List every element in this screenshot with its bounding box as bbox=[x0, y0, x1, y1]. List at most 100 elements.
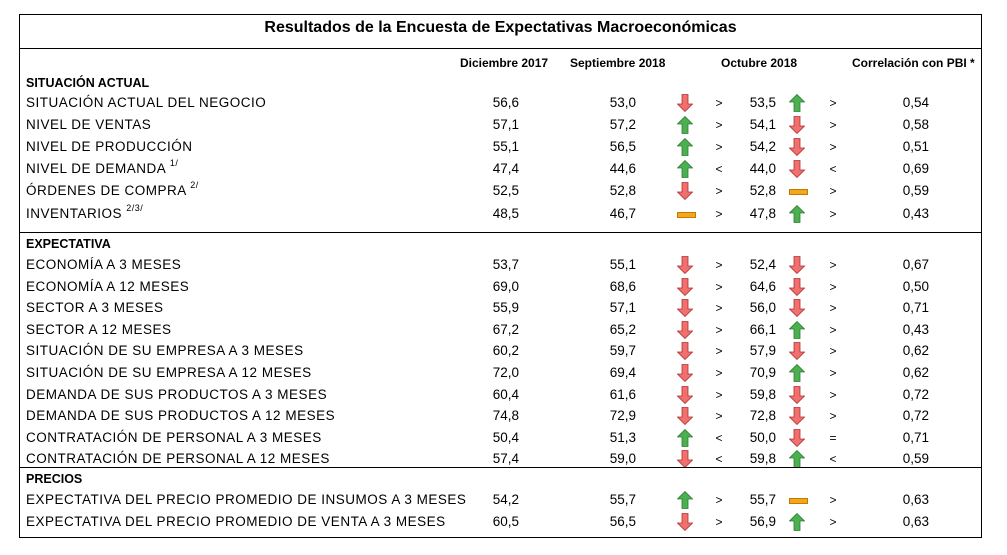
value-sep-2018: 46,7 bbox=[609, 206, 636, 221]
value-dic-2017: 55,9 bbox=[492, 300, 519, 315]
value-sep-2018: 52,8 bbox=[609, 183, 636, 198]
row-label: NIVEL DE PRODUCCIÓN bbox=[26, 138, 193, 156]
row-label-text: INVENTARIOS bbox=[26, 206, 123, 221]
value-correlation: 0,62 bbox=[902, 343, 929, 358]
row-label: EXPECTATIVA DEL PRECIO PROMEDIO DE INSUM… bbox=[26, 491, 466, 509]
value-dic-2017: 55,1 bbox=[492, 139, 519, 154]
value-correlation: 0,63 bbox=[902, 514, 929, 529]
oct-trend-down-arrow-icon bbox=[789, 138, 805, 156]
value-correlation: 0,62 bbox=[902, 365, 929, 380]
sep-trend-up-arrow-icon bbox=[677, 138, 693, 156]
sep-trend-up-arrow-icon bbox=[677, 429, 693, 447]
value-dic-2017: 50,4 bbox=[492, 430, 519, 445]
row-label: NIVEL DE DEMANDA 1/ bbox=[26, 158, 179, 178]
value-sep-2018: 55,1 bbox=[609, 257, 636, 272]
value-sep-2018: 56,5 bbox=[609, 139, 636, 154]
value-dic-2017: 60,4 bbox=[492, 387, 519, 402]
value-oct-2018: 59,8 bbox=[749, 387, 776, 402]
row-label: SECTOR A 3 MESES bbox=[26, 299, 164, 317]
value-sep-2018: 65,2 bbox=[609, 322, 636, 337]
value-oct-2018: 54,2 bbox=[749, 139, 776, 154]
compare-sign: > bbox=[829, 515, 837, 529]
sep-trend-down-arrow-icon bbox=[677, 513, 693, 531]
sep-trend-down-arrow-icon bbox=[677, 450, 693, 468]
sep-trend-down-arrow-icon bbox=[677, 321, 693, 339]
oct-trend-down-arrow-icon bbox=[789, 429, 805, 447]
value-oct-2018: 47,8 bbox=[749, 206, 776, 221]
col-header-dic-2017: Diciembre 2017 bbox=[460, 56, 549, 70]
oct-trend-down-arrow-icon bbox=[789, 299, 805, 317]
row-label-text: EXPECTATIVA DEL PRECIO PROMEDIO DE VENTA… bbox=[26, 514, 446, 529]
compare-sign: < bbox=[715, 431, 723, 445]
compare-sign: > bbox=[715, 118, 723, 132]
value-sep-2018: 69,4 bbox=[609, 365, 636, 380]
value-dic-2017: 54,2 bbox=[492, 492, 519, 507]
row-label: CONTRATACIÓN DE PERSONAL A 12 MESES bbox=[26, 450, 330, 468]
row-label-text: NIVEL DE PRODUCCIÓN bbox=[26, 139, 193, 154]
value-correlation: 0,71 bbox=[902, 300, 929, 315]
row-label-text: ECONOMÍA A 12 MESES bbox=[26, 279, 190, 294]
value-correlation: 0,51 bbox=[902, 139, 929, 154]
compare-sign: > bbox=[829, 258, 837, 272]
footnote-marker: 2/ bbox=[190, 180, 199, 190]
footnote-marker: 1/ bbox=[169, 158, 179, 168]
row-label-text: EXPECTATIVA DEL PRECIO PROMEDIO DE INSUM… bbox=[26, 492, 467, 507]
compare-sign: < bbox=[715, 162, 723, 176]
value-correlation: 0,67 bbox=[902, 257, 929, 272]
title-divider bbox=[20, 48, 981, 49]
compare-sign: > bbox=[715, 515, 723, 529]
row-label-text: NIVEL DE DEMANDA bbox=[26, 161, 166, 176]
compare-sign: < bbox=[829, 452, 837, 466]
row-label: SITUACIÓN ACTUAL DEL NEGOCIO bbox=[26, 94, 266, 112]
sep-trend-down-arrow-icon bbox=[677, 364, 693, 382]
oct-trend-flat-arrow-icon bbox=[789, 498, 808, 504]
compare-sign: > bbox=[829, 184, 837, 198]
row-label: ÓRDENES DE COMPRA 2/ bbox=[26, 180, 199, 200]
row-label-text: SITUACIÓN DE SU EMPRESA A 3 MESES bbox=[26, 343, 304, 358]
value-oct-2018: 70,9 bbox=[749, 365, 776, 380]
compare-sign: > bbox=[829, 344, 837, 358]
value-dic-2017: 57,1 bbox=[492, 117, 519, 132]
value-sep-2018: 61,6 bbox=[609, 387, 636, 402]
row-label-text: SECTOR A 12 MESES bbox=[26, 322, 172, 337]
oct-trend-down-arrow-icon bbox=[789, 116, 805, 134]
compare-sign: > bbox=[829, 366, 837, 380]
sep-trend-down-arrow-icon bbox=[677, 182, 693, 200]
value-correlation: 0,59 bbox=[902, 451, 929, 466]
value-dic-2017: 72,0 bbox=[492, 365, 519, 380]
sep-trend-up-arrow-icon bbox=[677, 491, 693, 509]
value-oct-2018: 72,8 bbox=[749, 408, 776, 423]
compare-sign: > bbox=[715, 493, 723, 507]
row-label-text: SITUACIÓN ACTUAL DEL NEGOCIO bbox=[26, 95, 267, 110]
row-label: CONTRATACIÓN DE PERSONAL A 3 MESES bbox=[26, 429, 322, 447]
sep-trend-down-arrow-icon bbox=[677, 94, 693, 112]
value-dic-2017: 57,4 bbox=[492, 451, 519, 466]
oct-trend-down-arrow-icon bbox=[789, 342, 805, 360]
value-correlation: 0,54 bbox=[902, 95, 929, 110]
row-label-text: CONTRATACIÓN DE PERSONAL A 3 MESES bbox=[26, 430, 322, 445]
value-oct-2018: 44,0 bbox=[749, 161, 776, 176]
row-label-text: DEMANDA DE SUS PRODUCTOS A 12 MESES bbox=[26, 408, 336, 423]
row-label-text: SECTOR A 3 MESES bbox=[26, 300, 164, 315]
oct-trend-down-arrow-icon bbox=[789, 278, 805, 296]
compare-sign: > bbox=[829, 207, 837, 221]
footnote-marker: 2/3/ bbox=[126, 203, 144, 213]
sep-trend-down-arrow-icon bbox=[677, 407, 693, 425]
compare-sign: > bbox=[715, 409, 723, 423]
sep-trend-down-arrow-icon bbox=[677, 278, 693, 296]
row-label: ECONOMÍA A 12 MESES bbox=[26, 278, 189, 296]
row-label-text: CONTRATACIÓN DE PERSONAL A 12 MESES bbox=[26, 451, 330, 466]
value-correlation: 0,59 bbox=[902, 183, 929, 198]
compare-sign: > bbox=[829, 388, 837, 402]
row-label: INVENTARIOS 2/3/ bbox=[26, 203, 144, 223]
row-label: SITUACIÓN DE SU EMPRESA A 3 MESES bbox=[26, 342, 304, 360]
value-correlation: 0,43 bbox=[902, 206, 929, 221]
value-sep-2018: 51,3 bbox=[609, 430, 636, 445]
oct-trend-up-arrow-icon bbox=[789, 450, 805, 468]
value-oct-2018: 50,0 bbox=[749, 430, 776, 445]
oct-trend-up-arrow-icon bbox=[789, 364, 805, 382]
oct-trend-down-arrow-icon bbox=[789, 407, 805, 425]
compare-sign: > bbox=[715, 301, 723, 315]
oct-trend-down-arrow-icon bbox=[789, 160, 805, 178]
value-oct-2018: 55,7 bbox=[749, 492, 776, 507]
